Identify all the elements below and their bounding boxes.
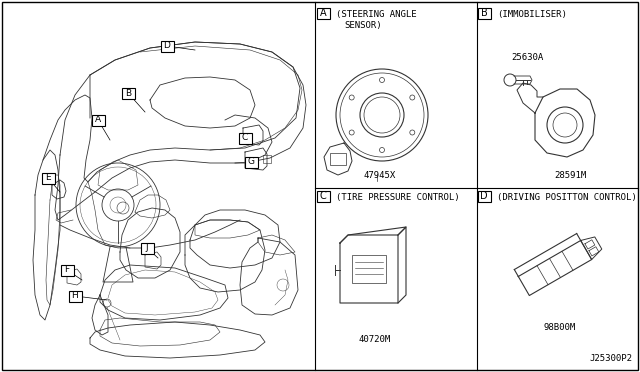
Text: SENSOR): SENSOR) <box>344 21 381 30</box>
FancyBboxPatch shape <box>161 41 173 51</box>
FancyBboxPatch shape <box>263 155 271 163</box>
Text: (IMMOBILISER): (IMMOBILISER) <box>497 10 567 19</box>
FancyBboxPatch shape <box>317 7 330 19</box>
Text: 28591M: 28591M <box>554 171 586 180</box>
Text: (TIRE PRESSURE CONTROL): (TIRE PRESSURE CONTROL) <box>336 193 460 202</box>
FancyBboxPatch shape <box>317 190 330 202</box>
FancyBboxPatch shape <box>477 190 490 202</box>
Text: E: E <box>45 173 51 183</box>
Text: B: B <box>481 8 488 18</box>
Text: (DRIVING POSITTON CONTROL): (DRIVING POSITTON CONTROL) <box>497 193 637 202</box>
FancyBboxPatch shape <box>477 7 490 19</box>
Text: A: A <box>320 8 326 18</box>
FancyBboxPatch shape <box>61 264 74 276</box>
Text: G: G <box>248 157 255 167</box>
Text: C: C <box>242 134 248 142</box>
Text: B: B <box>125 89 131 97</box>
Text: 47945X: 47945X <box>364 171 396 180</box>
Text: A: A <box>95 115 101 125</box>
FancyBboxPatch shape <box>122 87 134 99</box>
FancyBboxPatch shape <box>352 255 386 283</box>
FancyBboxPatch shape <box>42 173 54 183</box>
Text: J: J <box>146 244 148 253</box>
Text: D: D <box>164 42 170 51</box>
Text: 40720M: 40720M <box>359 335 391 344</box>
FancyBboxPatch shape <box>92 115 104 125</box>
FancyBboxPatch shape <box>68 291 81 301</box>
FancyBboxPatch shape <box>330 153 346 165</box>
Text: 25630A: 25630A <box>511 53 543 62</box>
FancyBboxPatch shape <box>141 243 154 253</box>
Text: D: D <box>480 191 488 201</box>
Text: J25300P2: J25300P2 <box>589 354 632 363</box>
Text: 98B00M: 98B00M <box>544 323 576 332</box>
Text: H: H <box>72 292 78 301</box>
FancyBboxPatch shape <box>244 157 257 167</box>
Text: (STEERING ANGLE: (STEERING ANGLE <box>336 10 417 19</box>
Text: C: C <box>319 191 326 201</box>
FancyBboxPatch shape <box>239 132 252 144</box>
Text: F: F <box>65 266 70 275</box>
